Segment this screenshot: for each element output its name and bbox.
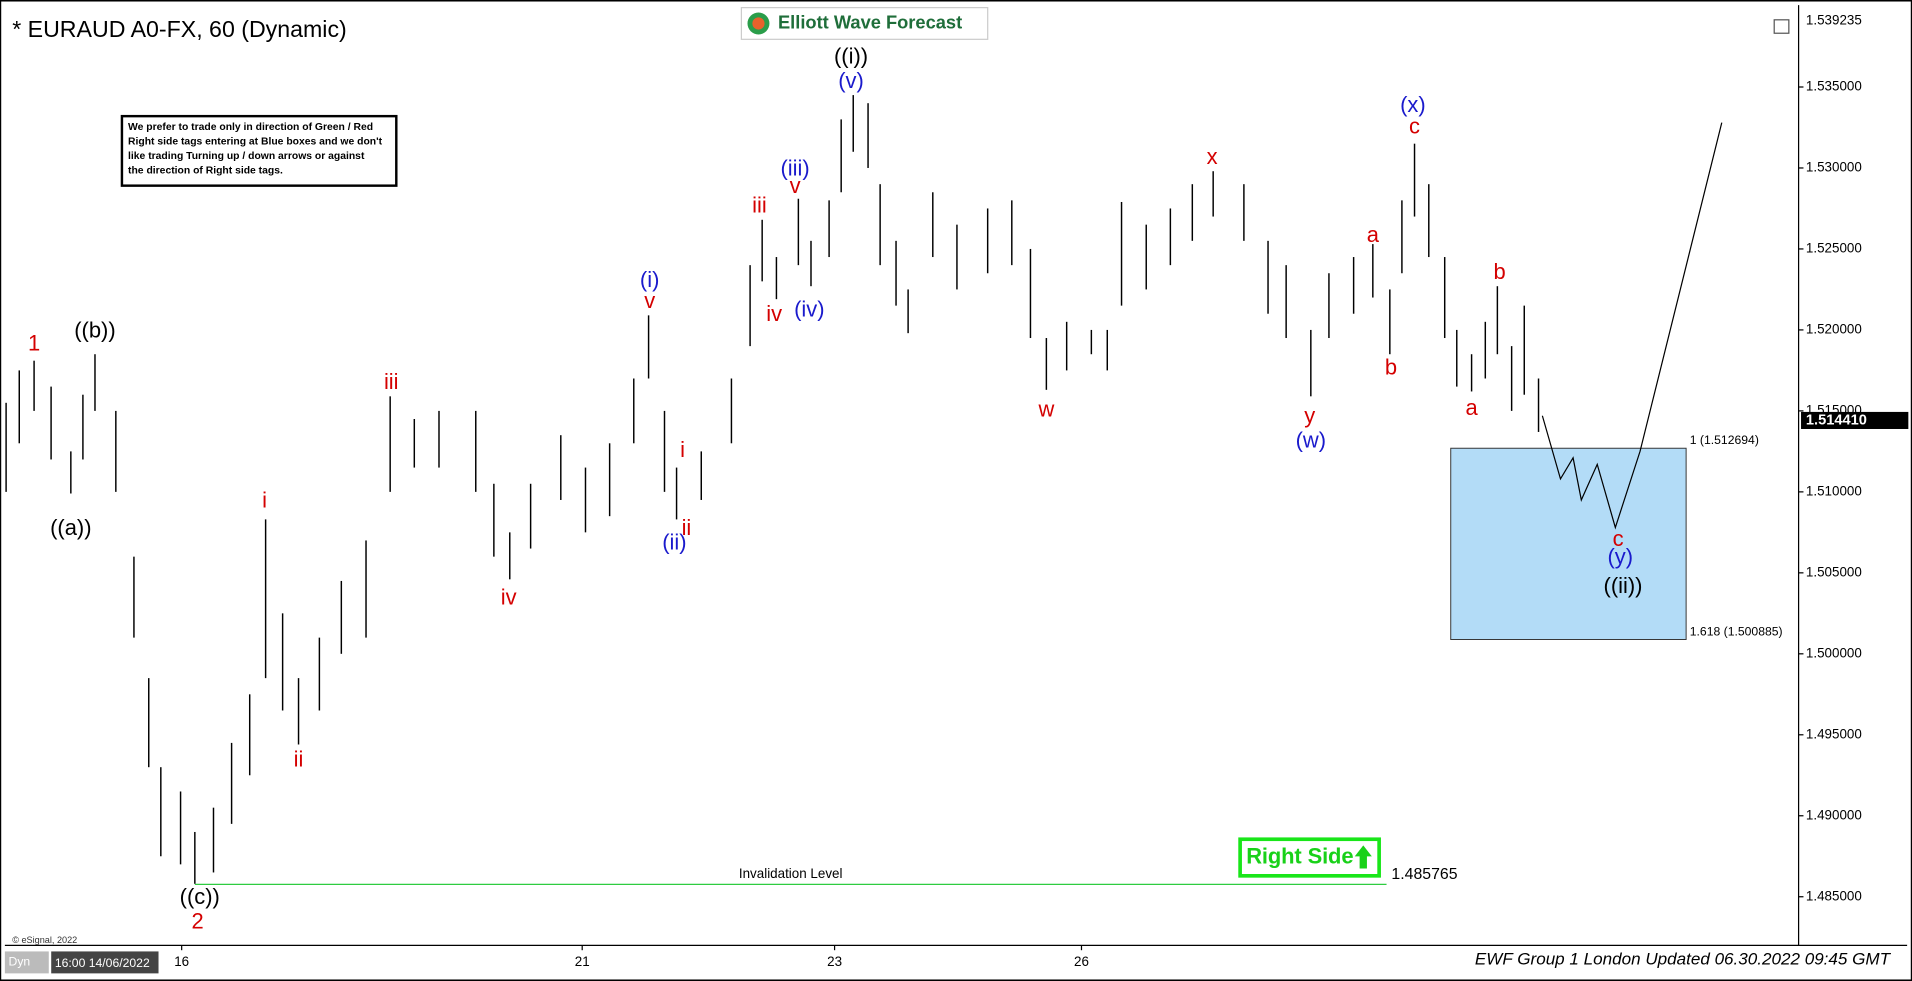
- wave-label: c: [1613, 526, 1624, 551]
- y-tick-label: 1.525000: [1806, 240, 1862, 255]
- wave-label: (x): [1400, 92, 1426, 117]
- y-tick-label: 1.535000: [1806, 79, 1862, 94]
- logo-text: Elliott Wave Forecast: [778, 11, 962, 32]
- corner-tag-box: [4, 951, 49, 974]
- projection-path: [1541, 122, 1723, 530]
- copyright: © eSignal, 2022: [12, 935, 77, 945]
- wave-label: ((a)): [50, 515, 91, 540]
- note-line: like trading Turning up / down arrows or…: [128, 151, 365, 162]
- invalidation-label: Invalidation Level: [739, 866, 843, 881]
- chart-title: * EURAUD A0-FX, 60 (Dynamic): [12, 16, 347, 42]
- wave-label: ((c)): [180, 884, 220, 909]
- wave-label: v: [790, 173, 801, 198]
- wave-label: a: [1465, 395, 1478, 420]
- wave-label: ((ii)): [1604, 573, 1643, 598]
- logo-box: [740, 7, 989, 40]
- wave-label: (w): [1296, 427, 1326, 452]
- y-tick-label: 1.490000: [1806, 807, 1862, 822]
- wave-label: b: [1493, 259, 1505, 284]
- wave-label: iii: [384, 369, 399, 394]
- wave-label: ii: [682, 515, 692, 540]
- note-box: We prefer to trade only in direction of …: [120, 114, 398, 187]
- top-price-label: 1.539235: [1806, 13, 1862, 28]
- logo: Elliott Wave Forecast: [740, 7, 989, 40]
- wave-label: y: [1304, 403, 1315, 428]
- wave-label: (i): [640, 267, 660, 292]
- target-bottom-label: 1.618 (1.500885): [1690, 624, 1783, 638]
- wave-label: c: [1409, 113, 1420, 138]
- y-tick-label: 1.500000: [1806, 645, 1862, 660]
- invalidation-value: 1.485765: [1391, 866, 1457, 883]
- wave-label: i: [262, 487, 267, 512]
- note-line: Right side tags entering at Blue boxes a…: [128, 136, 383, 147]
- note-line: We prefer to trade only in direction of …: [128, 122, 373, 133]
- wave-label: (y): [1607, 544, 1633, 569]
- wave-label: (ii): [662, 529, 686, 554]
- y-tick-label: 1.510000: [1806, 483, 1862, 498]
- y-tick-label: 1.505000: [1806, 564, 1862, 579]
- y-tick-label: 1.520000: [1806, 321, 1862, 336]
- logo-icon-inner: [752, 17, 765, 30]
- x-tick-label: 16: [174, 954, 189, 969]
- wave-label: (iii): [780, 155, 809, 180]
- right-side-tag: Right Side: [1238, 837, 1381, 878]
- window-button[interactable]: [1773, 19, 1790, 34]
- wave-label: iv: [766, 301, 782, 326]
- wave-label: w: [1037, 397, 1054, 422]
- footer: EWF Group 1 London Updated 06.30.2022 09…: [1475, 949, 1892, 968]
- wave-label: v: [644, 288, 655, 313]
- wave-label: 2: [191, 908, 203, 933]
- y-tick-label: 1.530000: [1806, 160, 1862, 175]
- y-tick-label: 1.495000: [1806, 726, 1862, 741]
- wave-label: a: [1367, 222, 1380, 247]
- note-line: the direction of Right side tags.: [128, 166, 283, 177]
- wave-label: b: [1385, 355, 1397, 380]
- x-tick-label: 23: [827, 954, 842, 969]
- wave-label: iii: [752, 193, 767, 218]
- right-side-arrow: [1354, 845, 1372, 869]
- right-side-frame: [1238, 837, 1381, 878]
- right-side-text: Right Side: [1246, 843, 1353, 868]
- x-tick-label: 26: [1074, 954, 1089, 969]
- x-tick-label: 21: [575, 954, 590, 969]
- target-box: [1450, 447, 1687, 640]
- note-frame: [120, 114, 398, 187]
- wave-label: ((b)): [74, 317, 115, 342]
- target-top-label: 1 (1.512694): [1690, 433, 1759, 447]
- corner-time: 16:00 14/06/2022: [55, 956, 150, 970]
- wave-label: iv: [501, 585, 517, 610]
- wave-label: ((i)): [834, 44, 868, 69]
- wave-label: ii: [294, 747, 304, 772]
- y-tick-label: 1.485000: [1806, 888, 1862, 903]
- wave-label: i: [680, 437, 685, 462]
- wave-label: 1: [28, 330, 40, 355]
- corner-time-box: [51, 951, 159, 974]
- last-price-box: [1801, 411, 1909, 429]
- wave-label: x: [1207, 144, 1218, 169]
- wave-label: (v): [838, 68, 864, 93]
- wave-label: (iv): [794, 296, 824, 321]
- last-price-label: 1.514410: [1806, 412, 1867, 428]
- corner-tag: Dyn: [9, 955, 31, 969]
